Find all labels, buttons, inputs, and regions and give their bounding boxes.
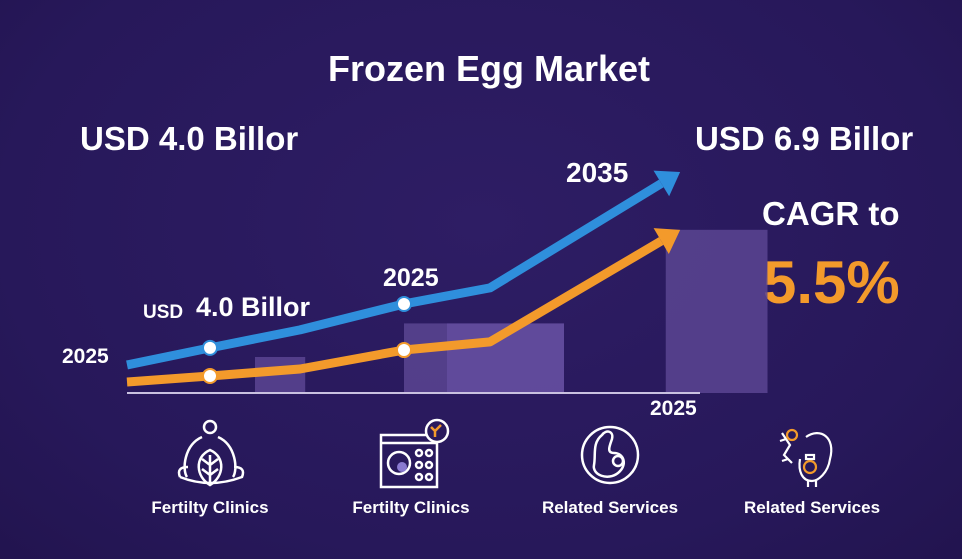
category-label: Fertilty Clinics bbox=[151, 498, 269, 517]
category-label: Related Services bbox=[541, 498, 679, 517]
label-year-axis: 2025 bbox=[650, 397, 697, 420]
label-usd-prefix: USD bbox=[143, 302, 184, 323]
category-label: Fertilty Clinics bbox=[352, 498, 470, 517]
cagr-label: CAGR to bbox=[762, 195, 900, 232]
orange-series-line bbox=[126, 237, 664, 387]
bar bbox=[665, 229, 768, 393]
orange-point-marker bbox=[396, 342, 412, 359]
orange-arrow-head bbox=[653, 228, 681, 254]
start-value: USD 4.0 Billor bbox=[80, 120, 299, 157]
uterus-icon bbox=[779, 428, 833, 487]
blue-series-line bbox=[126, 179, 664, 370]
embryo-icon bbox=[580, 425, 640, 485]
meditation-leaf-icon bbox=[177, 419, 245, 487]
blue-arrow-head bbox=[653, 170, 681, 197]
label-year-end: 2035 bbox=[566, 157, 629, 188]
label-year-mid: 2025 bbox=[383, 264, 439, 292]
blue-point-marker bbox=[396, 295, 412, 312]
category-label: Related Services bbox=[743, 498, 881, 517]
bar bbox=[404, 323, 447, 393]
label-year-start: 2025 bbox=[62, 345, 109, 368]
end-value: USD 6.9 Billor bbox=[695, 120, 914, 157]
label-mid-value: 4.0 Billor bbox=[196, 292, 311, 322]
orange-point-marker bbox=[202, 367, 218, 384]
cagr-value: 5.5% bbox=[763, 249, 900, 316]
page-title: Frozen Egg Market bbox=[327, 48, 651, 89]
lab-screen-icon bbox=[379, 418, 450, 489]
blue-point-marker bbox=[202, 339, 218, 356]
